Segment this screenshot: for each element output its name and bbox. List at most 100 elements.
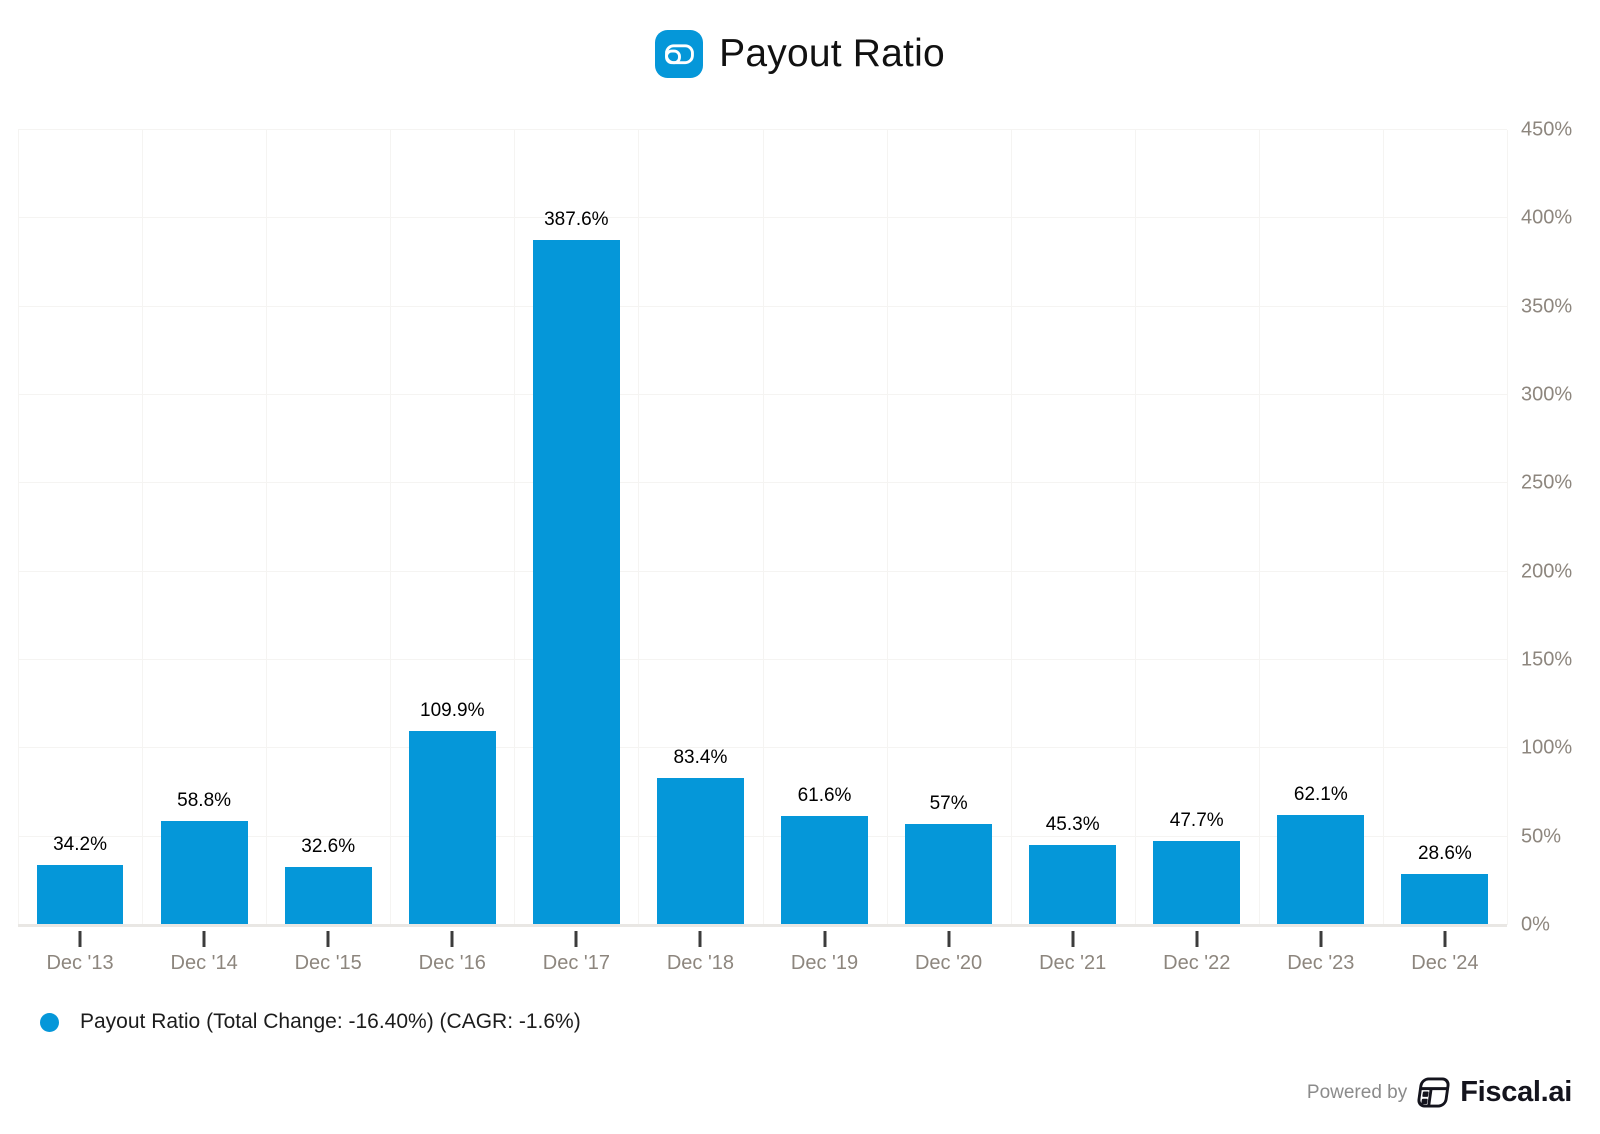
legend-marker-icon (40, 1012, 59, 1032)
gridline-vertical (1258, 130, 1260, 925)
x-axis-cell: Dec '17 (514, 926, 638, 986)
bar-value-label: 47.7% (1169, 809, 1224, 831)
x-axis-label: Dec '17 (542, 952, 610, 974)
bar[interactable] (1029, 844, 1117, 925)
y-axis: 0% 50% 100% 150% 200% 250% 300% 350% 400% 450% (1521, 119, 1596, 936)
x-axis-tick (202, 931, 206, 947)
plot-area: 34.2% 58.8% 32.6% 109.9% 387.6% 83.4% 61.6% 57%… (18, 129, 1508, 927)
powered-by-text: Powered by (1306, 1081, 1408, 1103)
bar-value-label: 83.4% (673, 746, 728, 768)
x-axis: Dec '13 Dec '14 Dec '15 Dec '16 Dec '17 Dec '… (18, 926, 1507, 986)
x-axis-cell: Dec '14 (142, 926, 266, 986)
x-axis-label: Dec '22 (1163, 952, 1231, 974)
bar[interactable] (1153, 840, 1241, 925)
bar-value-label: 57% (929, 793, 968, 815)
x-axis-cell: Dec '20 (887, 926, 1011, 986)
x-axis-tick (823, 931, 826, 947)
x-axis-tick (78, 931, 82, 947)
bar-group: 34.2% (18, 130, 142, 925)
gridline-vertical (886, 130, 888, 925)
bar-group: 47.7% (1135, 130, 1259, 925)
x-axis-cell: Dec '13 (18, 926, 142, 986)
bar-group: 57% (887, 130, 1011, 925)
chart-header: Payout Ratio (0, 30, 1600, 78)
x-axis-tick (1071, 931, 1075, 947)
x-axis-label: Dec '24 (1411, 952, 1479, 974)
bar-group: 61.6% (762, 130, 886, 925)
x-axis-cell: Dec '23 (1259, 926, 1383, 986)
bar-value-label: 61.6% (797, 785, 852, 807)
x-axis-baseline (18, 924, 1507, 927)
x-axis-label: Dec '20 (914, 952, 983, 974)
bar[interactable] (1401, 874, 1489, 925)
bar-value-label: 109.9% (420, 699, 485, 721)
abbott-logo-icon (655, 30, 704, 78)
gridline-vertical (142, 130, 144, 925)
x-axis-label: Dec '23 (1287, 952, 1355, 974)
gridline-vertical (266, 130, 268, 925)
gridline-vertical (1134, 130, 1136, 925)
y-axis-label: 150% (1521, 648, 1573, 671)
y-axis-label: 0% (1521, 913, 1550, 936)
y-axis-label: 450% (1521, 118, 1573, 141)
x-axis-tick (1195, 931, 1199, 947)
bar-value-label: 32.6% (301, 836, 356, 858)
bar[interactable] (1277, 815, 1365, 925)
gridline-vertical (1382, 130, 1384, 925)
bar-value-label: 58.8% (177, 790, 232, 812)
x-axis-tick (1319, 931, 1323, 947)
fiscal-ai-logo-icon (1417, 1077, 1450, 1108)
bar-value-label: 387.6% (544, 209, 609, 231)
brand-name: Fiscal.ai (1460, 1076, 1572, 1108)
bar-group: 109.9% (390, 130, 514, 925)
bar[interactable] (408, 730, 496, 925)
bar[interactable] (781, 816, 868, 925)
bar[interactable] (36, 864, 124, 925)
bar[interactable] (532, 240, 620, 925)
gridline-vertical (18, 130, 19, 925)
bars-container: 34.2% 58.8% 32.6% 109.9% 387.6% 83.4% 61.6% 57%… (18, 130, 1507, 925)
bar-group: 62.1% (1259, 130, 1383, 925)
y-axis-label: 400% (1521, 206, 1573, 229)
x-axis-label: Dec '15 (294, 952, 362, 974)
x-axis-label: Dec '21 (1039, 952, 1107, 974)
bar-value-label: 34.2% (53, 833, 107, 855)
bar-value-label: 45.3% (1045, 813, 1100, 835)
x-axis-cell: Dec '15 (266, 926, 390, 986)
bar[interactable] (284, 867, 372, 925)
bar-group: 83.4% (638, 130, 762, 925)
y-axis-label: 300% (1521, 383, 1573, 406)
bar-value-label: 62.1% (1293, 784, 1348, 806)
y-axis-label: 100% (1521, 736, 1573, 759)
x-axis-cell: Dec '21 (1011, 926, 1135, 986)
x-axis-cell: Dec '18 (638, 926, 762, 986)
chart-title: Payout Ratio (719, 32, 945, 75)
bar[interactable] (657, 777, 744, 925)
x-axis-label: Dec '19 (790, 952, 859, 974)
y-axis-label: 50% (1521, 825, 1562, 848)
x-axis-cell: Dec '16 (390, 926, 514, 986)
y-axis-label: 200% (1521, 560, 1573, 583)
x-axis-label: Dec '18 (666, 952, 735, 974)
gridline-vertical (1010, 130, 1012, 925)
x-axis-label: Dec '16 (418, 952, 486, 974)
bar-group: 28.6% (1383, 130, 1507, 925)
x-axis-cell: Dec '24 (1383, 926, 1507, 986)
gridline-vertical (762, 130, 764, 925)
x-axis-tick (1443, 931, 1447, 947)
gridline-vertical (390, 130, 392, 925)
footer-attribution[interactable]: Powered by Fiscal.ai (1307, 1076, 1572, 1109)
bar-group: 32.6% (266, 130, 390, 925)
x-axis-tick (947, 931, 951, 947)
x-axis-tick (326, 931, 330, 947)
legend-item-payout-ratio[interactable]: Payout Ratio (Total Change: -16.40%) (CA… (40, 1010, 581, 1034)
x-axis-cell: Dec '22 (1135, 926, 1259, 986)
bar[interactable] (160, 821, 248, 925)
bar-group: 58.8% (142, 130, 266, 925)
bar[interactable] (905, 824, 992, 925)
bar-value-label: 28.6% (1417, 843, 1472, 865)
gridline-vertical (514, 130, 516, 925)
x-axis-label: Dec '14 (170, 952, 238, 974)
bar-group: 45.3% (1011, 130, 1135, 925)
